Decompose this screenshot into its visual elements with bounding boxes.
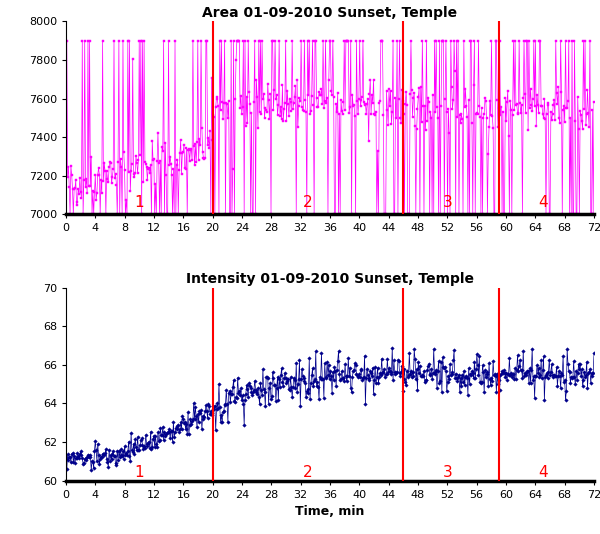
Text: 3: 3 xyxy=(442,195,452,210)
Text: 2: 2 xyxy=(303,195,313,210)
Title: Intensity 01-09-2010 Sunset, Temple: Intensity 01-09-2010 Sunset, Temple xyxy=(186,272,474,286)
Text: 4: 4 xyxy=(538,195,547,210)
X-axis label: Time, min: Time, min xyxy=(295,505,365,518)
Title: Area 01-09-2010 Sunset, Temple: Area 01-09-2010 Sunset, Temple xyxy=(202,6,458,20)
Text: 1: 1 xyxy=(134,465,144,480)
Text: 4: 4 xyxy=(538,465,547,480)
Text: 3: 3 xyxy=(442,465,452,480)
Text: 2: 2 xyxy=(303,465,313,480)
Text: 1: 1 xyxy=(134,195,144,210)
